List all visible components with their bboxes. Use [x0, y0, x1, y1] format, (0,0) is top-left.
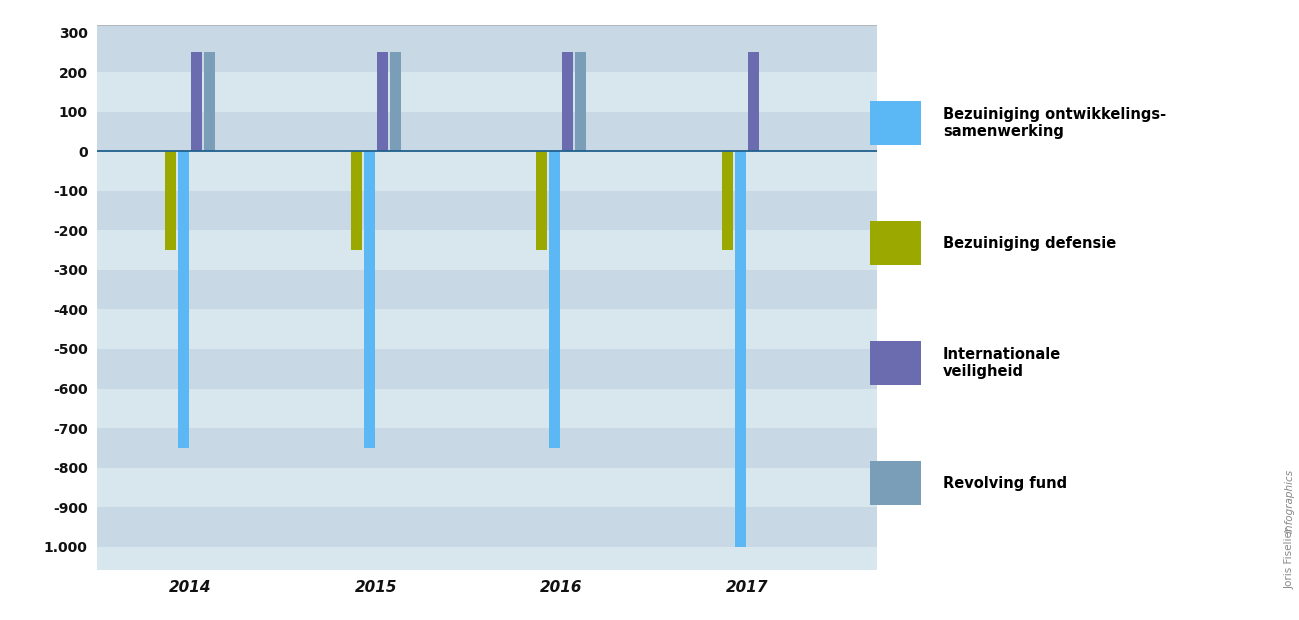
Bar	[575, 53, 586, 151]
Bar	[97, 73, 877, 112]
Bar	[97, 231, 877, 270]
Bar	[165, 151, 177, 250]
Bar	[97, 467, 877, 507]
Text: Joris Fiselier: Joris Fiselier	[1285, 523, 1295, 589]
Bar	[97, 33, 877, 73]
Bar	[870, 101, 921, 145]
Text: Infographics: Infographics	[1285, 469, 1295, 533]
Bar	[377, 53, 388, 151]
Bar	[870, 461, 921, 505]
Text: Bezuiniging ontwikkelings-
samenwerking: Bezuiniging ontwikkelings- samenwerking	[943, 107, 1167, 140]
Bar	[549, 151, 560, 448]
Text: Internationale
veiligheid: Internationale veiligheid	[943, 347, 1061, 379]
Bar	[97, 151, 877, 191]
Bar	[178, 151, 190, 448]
Bar	[97, 547, 877, 570]
Bar	[97, 191, 877, 231]
Bar	[97, 309, 877, 349]
Bar	[97, 389, 877, 428]
Bar	[722, 151, 733, 250]
Bar	[191, 53, 203, 151]
Text: Bezuiniging defensie: Bezuiniging defensie	[943, 236, 1116, 250]
Bar	[735, 151, 746, 547]
Bar	[97, 25, 877, 33]
Bar	[748, 53, 759, 151]
Bar	[204, 53, 216, 151]
Bar	[97, 428, 877, 467]
Bar	[97, 270, 877, 309]
Bar	[536, 151, 547, 250]
Bar	[870, 341, 921, 385]
Bar	[97, 112, 877, 151]
Bar	[870, 221, 921, 265]
Bar	[97, 507, 877, 547]
Text: Revolving fund: Revolving fund	[943, 476, 1068, 490]
Bar	[351, 151, 362, 250]
Bar	[562, 53, 573, 151]
Bar	[390, 53, 401, 151]
Bar	[364, 151, 375, 448]
Bar	[97, 349, 877, 389]
